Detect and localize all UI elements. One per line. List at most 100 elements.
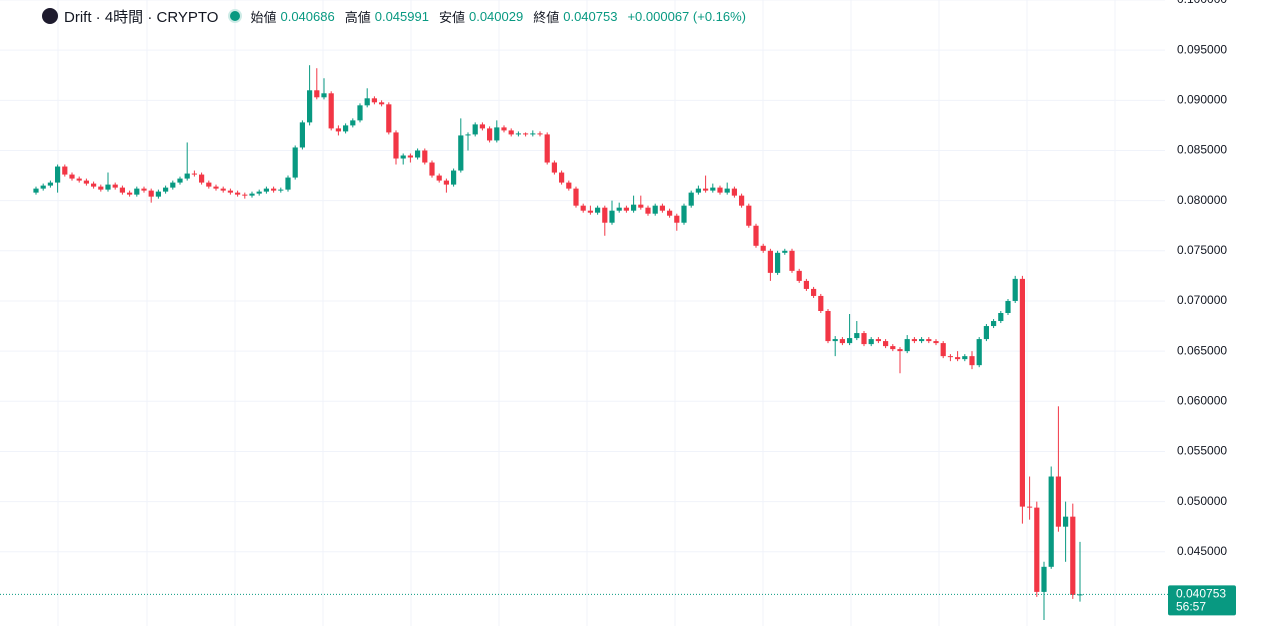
candle-body: [868, 339, 874, 345]
symbol-logo: [42, 8, 58, 24]
candle-body: [674, 215, 680, 223]
candle-body: [119, 187, 125, 193]
candle-body: [256, 191, 262, 194]
candle-body: [659, 205, 665, 211]
candle-body: [947, 356, 953, 358]
candle-body: [415, 150, 421, 158]
candle-body: [1034, 507, 1040, 592]
candle-body: [321, 93, 327, 98]
open-label: 始値: [250, 9, 277, 25]
candle-body: [789, 250, 795, 271]
candle-body: [364, 98, 370, 106]
candle-body: [501, 127, 507, 131]
candle-body: [832, 339, 838, 342]
candle-body: [847, 338, 853, 344]
candle-body: [753, 225, 759, 246]
candle-body: [667, 210, 673, 216]
candle-body: [1041, 566, 1047, 592]
candle-body: [883, 341, 889, 347]
candle-body: [854, 333, 860, 339]
candle-body: [638, 204, 644, 208]
candle-body: [191, 173, 197, 175]
candle-body: [983, 326, 989, 340]
y-tick-label: 0.100000: [1177, 0, 1227, 6]
candle-body: [623, 207, 629, 211]
candle-body: [911, 339, 917, 342]
legend-header: Drift · 4時間 · CRYPTO 始値 0.040686 高値 0.0459…: [42, 6, 752, 26]
status-dot: [230, 11, 241, 21]
candle-body: [775, 252, 781, 273]
candle-body: [544, 134, 550, 163]
candle-body: [681, 205, 687, 223]
candle-body: [400, 155, 406, 159]
high-label: 高値: [344, 9, 371, 25]
candle-body: [559, 172, 565, 183]
candle-body: [141, 188, 147, 191]
y-tick-label: 0.075000: [1177, 243, 1227, 257]
candle-body: [299, 122, 305, 148]
candle-body: [739, 195, 745, 206]
change-value: +0.000067 (+0.16%): [627, 8, 747, 24]
y-tick-label: 0.045000: [1177, 544, 1227, 558]
candle-body: [1070, 516, 1076, 595]
candle-body: [515, 133, 521, 135]
close-label: 終値: [533, 9, 560, 25]
candle-body: [314, 90, 320, 98]
y-tick-label: 0.065000: [1177, 343, 1227, 357]
candle-body: [580, 205, 586, 211]
candle-body: [573, 188, 579, 206]
candle-body: [962, 356, 968, 360]
candle-body: [206, 182, 212, 187]
candle-body: [926, 339, 932, 342]
candle-body: [955, 357, 961, 360]
time-grid: [57, 0, 1116, 626]
candle-body: [458, 135, 464, 171]
candle-body: [213, 186, 219, 189]
candle-body: [371, 98, 377, 103]
candle-body: [717, 187, 723, 193]
candle-body: [40, 185, 46, 189]
candle-body: [825, 310, 831, 342]
candle-body: [551, 162, 557, 173]
candle-body: [976, 339, 982, 366]
candle-body: [782, 250, 788, 253]
candle-body: [609, 210, 615, 223]
candle-body: [803, 280, 809, 289]
candle-body: [436, 175, 442, 181]
candle-body: [55, 166, 61, 183]
candle-body: [199, 174, 205, 183]
candle-body: [155, 191, 161, 197]
candle-body: [148, 190, 154, 197]
candle-body: [307, 90, 313, 123]
close-value: 0.040753: [563, 8, 618, 24]
candle-body: [335, 128, 341, 132]
candle-body: [587, 210, 593, 213]
candle-body: [386, 104, 392, 133]
candle-body: [263, 188, 269, 192]
candle-body: [566, 182, 572, 189]
candle-body: [940, 343, 946, 357]
y-tick-label: 0.070000: [1177, 293, 1227, 307]
candle-body: [177, 178, 183, 183]
candle-body: [134, 188, 140, 195]
open-value: 0.040686: [280, 8, 335, 24]
candle-body: [47, 182, 53, 186]
candle-body: [33, 188, 39, 193]
candle-body: [530, 133, 536, 135]
candle-body: [184, 173, 190, 179]
candle-body: [220, 188, 226, 191]
candle-body: [746, 205, 752, 226]
candle-body: [861, 333, 867, 345]
candle-body: [933, 341, 939, 344]
candle-body: [494, 127, 500, 141]
y-tick-label: 0.090000: [1177, 92, 1227, 106]
candle-body: [76, 178, 82, 181]
candle-body: [170, 182, 176, 188]
countdown-label: 56:57: [1176, 600, 1206, 614]
y-tick-label: 0.080000: [1177, 193, 1227, 207]
candle-body: [62, 166, 68, 175]
y-tick-label: 0.055000: [1177, 444, 1227, 458]
candle-body: [350, 120, 356, 126]
